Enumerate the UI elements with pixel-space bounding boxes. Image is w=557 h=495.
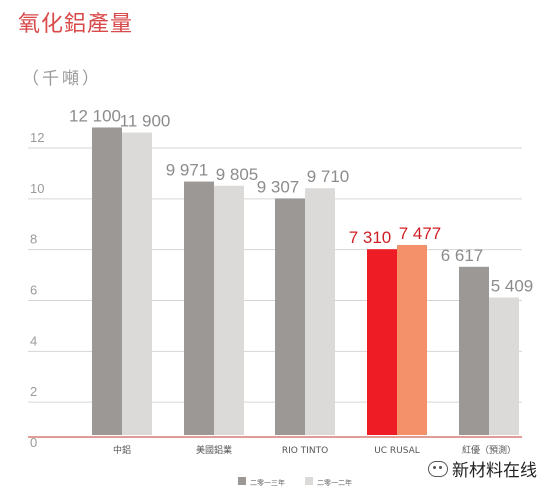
- data-label: 5 409: [491, 277, 534, 296]
- y-tick-label: 0: [30, 435, 37, 450]
- legend-label: 二零一三年: [250, 478, 285, 487]
- bar-series0: [367, 249, 397, 435]
- bar-series0: [275, 198, 305, 435]
- data-label: 6 617: [441, 246, 484, 265]
- data-label: 12 100: [69, 106, 121, 125]
- x-tick-label: RIO TINTO: [282, 446, 328, 456]
- data-label: 9 307: [257, 177, 300, 196]
- x-tick-label: 中鋁: [113, 444, 131, 456]
- wechat-icon: [428, 460, 448, 477]
- x-tick-label: 紅優（預測）: [462, 444, 516, 456]
- bar-series1: [305, 188, 335, 435]
- data-label: 9 805: [216, 165, 259, 184]
- bar-series0: [92, 127, 122, 435]
- y-tick-label: 4: [30, 333, 37, 348]
- legend-swatch: [305, 477, 313, 485]
- data-label: 7 310: [349, 228, 392, 247]
- y-tick-label: 6: [30, 283, 37, 298]
- chart-title: 氧化鋁產量: [18, 12, 134, 37]
- unit-label: （千噸）: [22, 69, 102, 89]
- x-tick-label: 美國鋁業: [196, 444, 232, 456]
- legend-swatch: [238, 477, 246, 485]
- bar-series0: [184, 181, 214, 435]
- data-label: 11 900: [120, 112, 171, 131]
- bar-series1: [122, 132, 152, 435]
- bar-series1: [489, 297, 519, 435]
- x-tick-label: UC RUSAL: [374, 446, 420, 456]
- watermark: 新材料在线: [428, 456, 537, 481]
- y-tick-label: 8: [30, 232, 37, 247]
- bar-series0: [459, 266, 489, 435]
- bar-series1: [397, 244, 427, 435]
- y-tick-label: 10: [30, 181, 44, 196]
- data-label: 9 971: [166, 161, 209, 180]
- watermark-text: 新材料在线: [452, 461, 537, 481]
- data-label: 7 477: [399, 224, 442, 243]
- y-tick-label: 12: [30, 130, 44, 145]
- bar-series1: [214, 185, 244, 435]
- legend-label: 二零一二年: [317, 478, 352, 487]
- y-tick-label: 2: [30, 384, 37, 399]
- data-label: 9 710: [307, 167, 350, 186]
